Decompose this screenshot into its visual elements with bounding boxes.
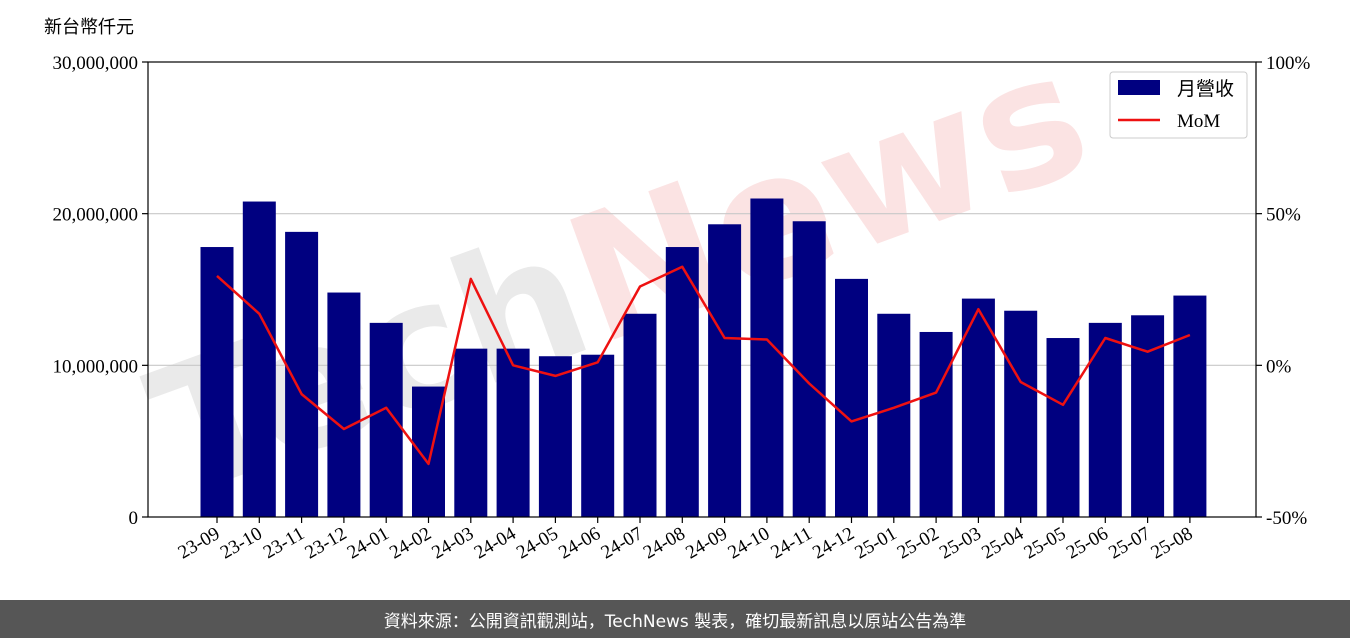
mom-line-series (216, 265, 1191, 466)
x-tick-label: 23-12 (302, 523, 351, 563)
source-footer: 資料來源：公開資訊觀測站，TechNews 製表，確切最新訊息以原站公告為準 (0, 600, 1350, 638)
bar-24-04 (496, 348, 530, 517)
bar-24-03 (454, 348, 488, 517)
x-tick-label: 24-01 (344, 523, 393, 563)
bar-24-01 (369, 322, 403, 517)
left-tick-label: 20,000,000 (53, 205, 139, 226)
right-tick-label: 100% (1266, 53, 1311, 74)
bar-24-06 (581, 354, 615, 517)
bar-24-12 (835, 278, 868, 517)
x-tick-label: 25-08 (1148, 523, 1197, 563)
x-tick-label: 25-02 (894, 523, 943, 563)
x-tick-label: 24-12 (809, 523, 858, 563)
source-text: 資料來源：公開資訊觀測站，TechNews 製表，確切最新訊息以原站公告為準 (383, 611, 967, 632)
x-tick-label: 24-10 (725, 523, 774, 563)
x-tick-label: 25-01 (851, 523, 900, 563)
right-tick-label: 0% (1266, 356, 1292, 377)
legend-label-revenue: 月營收 (1177, 78, 1234, 100)
bar-23-09 (200, 247, 234, 518)
bar-series (200, 198, 1207, 518)
bar-25-08 (1173, 295, 1207, 517)
bar-24-07 (623, 313, 657, 517)
bar-24-09 (708, 224, 742, 518)
right-y-axis: -50% 0% 50% 100% (1256, 53, 1311, 529)
x-tick-label: 24-07 (598, 523, 647, 563)
x-tick-label: 25-07 (1105, 523, 1154, 563)
bar-25-01 (877, 313, 911, 517)
x-tick-label: 24-04 (471, 523, 520, 564)
legend-bar-swatch (1118, 80, 1160, 95)
bar-24-02 (412, 386, 445, 517)
x-tick-label: 24-11 (767, 523, 815, 563)
x-tick-label: 24-09 (682, 523, 731, 563)
bar-25-03 (961, 298, 995, 517)
bar-23-10 (242, 201, 276, 518)
mom-line (216, 265, 1191, 466)
x-tick-label: 23-11 (260, 523, 308, 563)
left-tick-label: 0 (129, 508, 139, 529)
x-tick-label: 24-05 (513, 523, 562, 563)
bar-23-12 (327, 292, 361, 517)
x-tick-label: 24-08 (640, 523, 689, 563)
bar-25-02 (919, 331, 953, 517)
x-tick-label: 25-06 (1063, 523, 1112, 563)
x-tick-label: 24-03 (428, 523, 477, 563)
x-tick-label: 25-04 (978, 523, 1027, 564)
legend: 月營收 MoM (1109, 71, 1248, 139)
bar-24-10 (750, 198, 784, 517)
bar-25-06 (1088, 322, 1122, 517)
right-tick-label: -50% (1266, 508, 1307, 529)
bar-24-08 (665, 247, 699, 518)
x-tick-label: 24-06 (555, 523, 604, 563)
bar-24-05 (538, 356, 572, 517)
left-y-axis: 0 10,000,000 20,000,000 30,000,000 (53, 53, 148, 529)
plot-frame (147, 61, 1257, 518)
bar-25-04 (1004, 310, 1038, 517)
chart: TechNews 新台幣仟元 010,000,00020,000,00030,0… (44, 12, 1311, 564)
unit-label: 新台幣仟元 (44, 17, 134, 38)
x-tick-label: 24-02 (386, 523, 435, 563)
right-tick-label: 50% (1266, 205, 1301, 226)
left-tick-label: 30,000,000 (53, 53, 139, 74)
x-tick-label: 25-05 (1021, 523, 1070, 563)
x-tick-label: 23-10 (217, 523, 266, 563)
left-tick-label: 10,000,000 (53, 356, 139, 377)
legend-label-mom: MoM (1177, 111, 1220, 132)
x-axis: 23-0923-1023-1123-1224-0124-0224-0324-04… (175, 517, 1197, 564)
bar-25-07 (1131, 315, 1165, 517)
bar-24-11 (792, 221, 826, 517)
x-tick-label: 25-03 (936, 523, 985, 563)
bar-25-05 (1046, 338, 1080, 517)
